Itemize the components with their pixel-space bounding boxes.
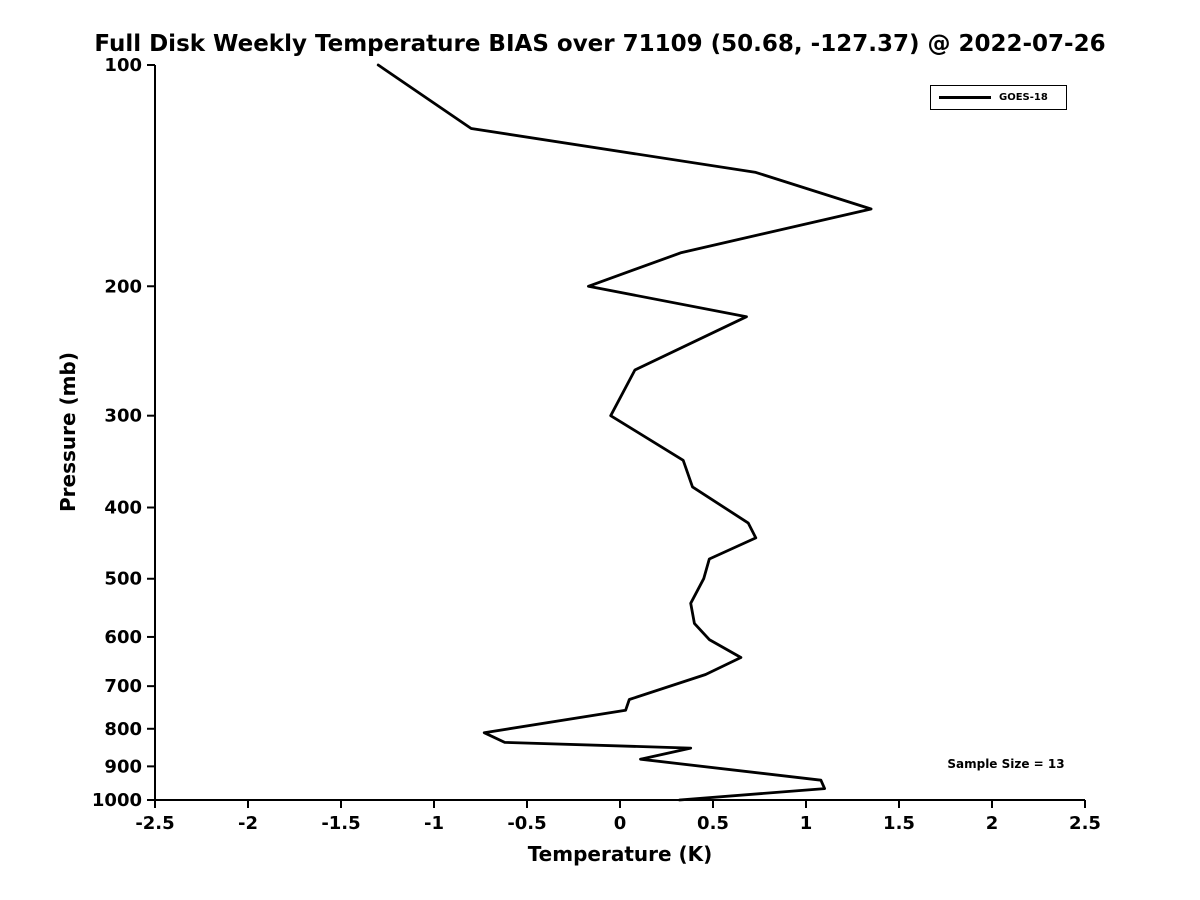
y-tick-label: 500 (104, 569, 142, 590)
x-tick-label: 1 (800, 813, 813, 834)
y-tick-label: 1000 (92, 790, 142, 811)
x-tick-label: 1.5 (883, 813, 915, 834)
legend-line-sample-icon (939, 96, 991, 99)
legend-series-label: GOES-18 (999, 92, 1048, 103)
y-tick-label: 600 (104, 627, 142, 648)
legend: GOES-18 (930, 85, 1067, 110)
y-tick-label: 700 (104, 676, 142, 697)
y-tick-label: 300 (104, 406, 142, 427)
x-tick-label: -2.5 (135, 813, 174, 834)
x-tick-label: 2 (986, 813, 999, 834)
axis-spines (154, 65, 1085, 801)
x-tick-label: 0 (614, 813, 627, 834)
x-tick-label: 2.5 (1069, 813, 1101, 834)
y-tick-label: 900 (104, 756, 142, 777)
x-tick-label: -0.5 (507, 813, 546, 834)
bias-profile-line (376, 63, 873, 802)
y-tick-label: 100 (104, 55, 142, 76)
y-tick-label: 400 (104, 498, 142, 519)
sample-size-annotation: Sample Size = 13 (947, 757, 1065, 771)
x-axis-label: Temperature (K) (527, 842, 713, 866)
x-tick-label: 0.5 (697, 813, 729, 834)
y-tick-label: 800 (104, 719, 142, 740)
chart-title: Full Disk Weekly Temperature BIAS over 7… (94, 31, 1106, 57)
x-tick-label: -1.5 (321, 813, 360, 834)
y-tick-label: 200 (104, 276, 142, 297)
x-tick-label: -1 (424, 813, 444, 834)
x-tick-label: -2 (238, 813, 258, 834)
